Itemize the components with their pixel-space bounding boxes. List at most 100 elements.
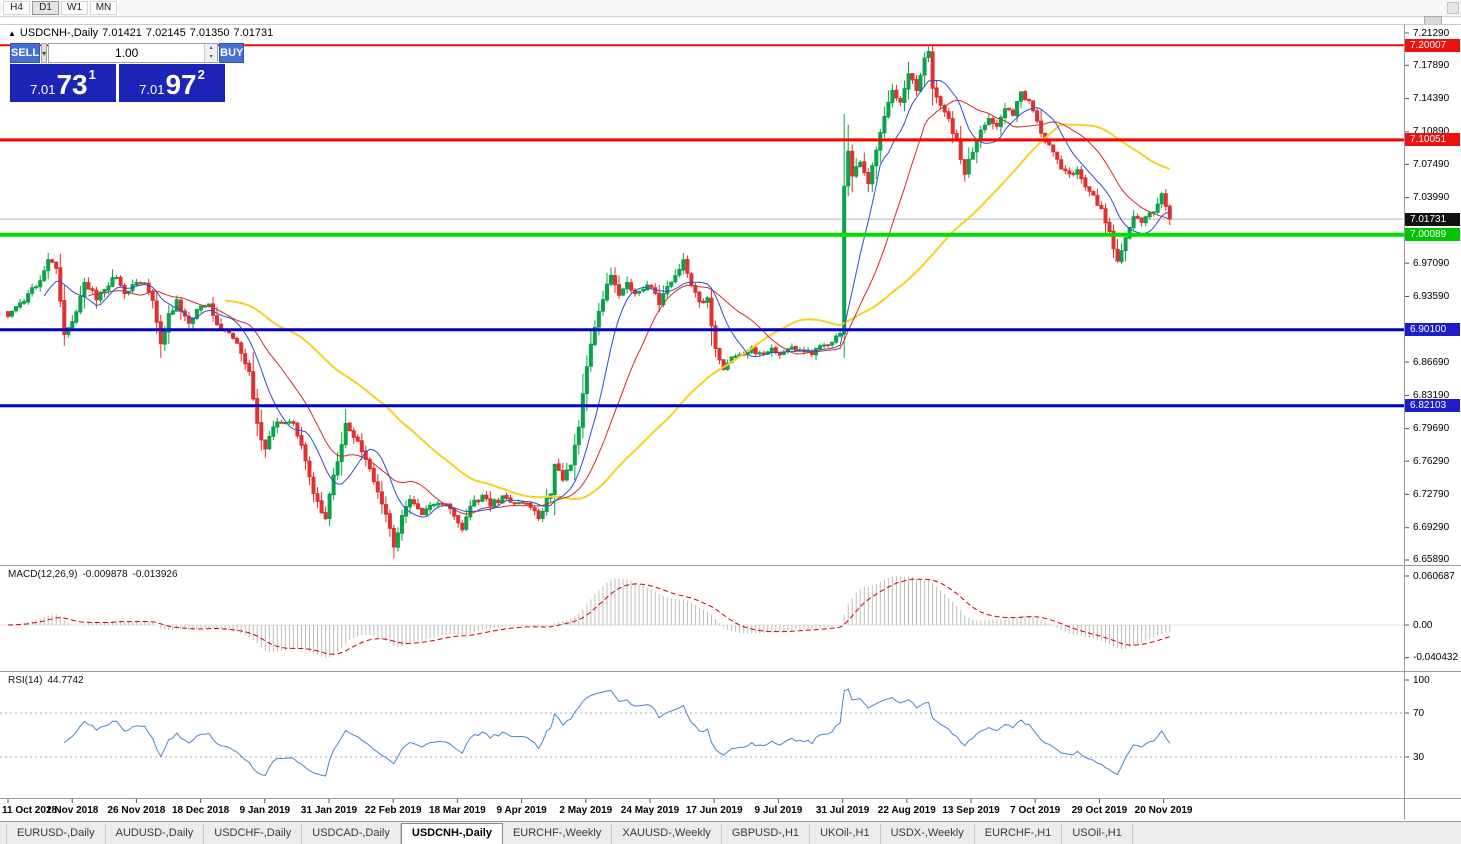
date-label: 24 May 2019 (620, 805, 680, 816)
price-badge-7.10051: 7.10051 (1405, 133, 1460, 147)
price-tick-label: 6.72790 (1413, 488, 1450, 500)
price-tick-label: 6.79690 (1413, 423, 1450, 435)
price-badge-7.20007: 7.20007 (1405, 38, 1460, 52)
chart-tab-usoil-h1[interactable]: USOil-,H1 (1062, 824, 1133, 844)
ohlc-open: 7.01421 (102, 27, 142, 39)
chart-tab-gbpusd-h1[interactable]: GBPUSD-,H1 (722, 824, 811, 844)
rsi-value: 44.7742 (47, 675, 84, 686)
rsi-label: RSI(14) 44.7742 (8, 675, 89, 686)
chevron-down-icon: ▾ (42, 48, 47, 58)
chart-tab-usdcnh-daily[interactable]: USDCNH-,Daily (400, 823, 503, 844)
moving-average-55 (225, 123, 1171, 501)
chart-tab-eurchf-weekly[interactable]: EURCHF-,Weekly (503, 824, 613, 844)
price-tick-label: 7.21290 (1413, 27, 1450, 39)
chart-tab-xauusd-weekly[interactable]: XAUUSD-,Weekly (612, 824, 722, 844)
date-label: 18 Mar 2019 (429, 805, 486, 816)
volume-field-wrap: ▴ ▾ (48, 43, 219, 63)
timeframe-toolbar: H4 D1 W1 MN (0, 0, 1461, 17)
price-axis[interactable]: 7.21290 7.17890 7.14390 7.10890 7.07490 7.039… (1404, 0, 1461, 844)
sell-price-big: 73 (56, 69, 88, 100)
price-tick-label: 7.14390 (1413, 93, 1450, 105)
price-tick-label: 7.10890 (1413, 126, 1450, 138)
moving-average-10 (43, 79, 1170, 518)
price-tick-label: 7.03990 (1413, 192, 1450, 204)
collapse-chart-icon[interactable]: ▲ (8, 29, 16, 38)
macd-histogram (11, 576, 1171, 659)
buy-price-sup: 2 (197, 67, 205, 82)
axis-corner-box (1447, 2, 1459, 14)
chart-tab-eurchf-h1[interactable]: EURCHF-,H1 (975, 824, 1063, 844)
volume-decrease-button[interactable]: ▾ (205, 53, 218, 62)
price-tick-label: 6.69290 (1413, 522, 1450, 534)
buy-button[interactable]: BUY (219, 43, 245, 63)
macd-label: MACD(12,26,9) -0.009878 -0.013926 (8, 569, 183, 580)
date-label: 2 May 2019 (559, 805, 613, 816)
order-type-dropdown[interactable]: ▾ (41, 43, 48, 63)
ohlc-low: 7.01350 (189, 27, 230, 39)
chart-tab-eurusd-daily[interactable]: EURUSD-,Daily (6, 824, 106, 844)
price-badge-6.82103: 6.82103 (1405, 399, 1460, 413)
date-label: 18 Dec 2018 (171, 805, 230, 816)
date-label: 20 Nov 2019 (1134, 805, 1193, 816)
date-label: 9 Jul 2019 (754, 805, 803, 816)
sell-price-sup: 1 (88, 67, 96, 82)
buy-price-button[interactable]: 7.01 97 2 (119, 64, 225, 102)
volume-increase-button[interactable]: ▴ (205, 44, 218, 53)
date-label: 11 Oct 2018 (2, 805, 58, 816)
rsi-axis-label: 70 (1413, 707, 1425, 719)
date-label: 9 Jan 2019 (239, 805, 291, 816)
macd-axis-label: 0.060687 (1413, 570, 1455, 582)
date-label: 26 Nov 2018 (107, 805, 166, 816)
price-tick-label: 6.97090 (1413, 257, 1450, 269)
price-tick-label: 7.17890 (1413, 59, 1450, 71)
price-tick-label: 6.65890 (1413, 554, 1450, 566)
sell-button[interactable]: SELL (10, 43, 41, 63)
macd-axis-label: -0.040432 (1413, 652, 1459, 664)
chart-tab-usdx-weekly[interactable]: USDX-,Weekly (881, 824, 975, 844)
date-label: 2 Nov 2018 (46, 805, 99, 816)
volume-spinner: ▴ ▾ (204, 44, 218, 62)
date-label: 7 Oct 2019 (1010, 805, 1061, 816)
buy-price-big: 97 (165, 69, 197, 100)
chart-tab-usdcad-daily[interactable]: USDCAD-,Daily (302, 824, 401, 844)
date-label: 31 Jan 2019 (300, 805, 358, 816)
ohlc-close: 7.01731 (233, 27, 274, 39)
rsi-name: RSI(14) (8, 675, 43, 686)
price-tick-label: 6.83190 (1413, 389, 1450, 401)
chart-symbol-label: USDCNH-,Daily (19, 27, 99, 39)
macd-name: MACD(12,26,9) (8, 569, 78, 580)
chart-title: ▲ USDCNH-,Daily 7.01421 7.02145 7.01350 7.017… (8, 27, 277, 39)
rsi-line (63, 688, 1171, 777)
price-badge-7.00089: 7.00089 (1405, 228, 1460, 242)
sell-price-button[interactable]: 7.01 73 1 (10, 64, 116, 102)
date-label: 29 Oct 2019 (1071, 805, 1128, 816)
timeframe-h4-button[interactable]: H4 (3, 1, 30, 15)
moving-average-21 (88, 99, 1170, 515)
price-badge-6.90100: 6.90100 (1405, 323, 1460, 337)
buy-price-prefix: 7.01 (139, 82, 165, 97)
chart-tab-bar: EURUSD-,Daily AUDUSD-,Daily USDCHF-,Daily U… (0, 821, 1461, 844)
time-axis[interactable]: 11 Oct 2018 2 Nov 2018 26 Nov 2018 18 Dec 2… (0, 798, 1404, 820)
macd-signal-line (7, 578, 1170, 655)
macd-main-value: -0.009878 (82, 569, 128, 580)
price-tick-label: 7.07490 (1413, 158, 1450, 170)
sell-price-prefix: 7.01 (30, 82, 56, 97)
timeframe-mn-button[interactable]: MN (90, 1, 117, 15)
price-tick-label: 6.93590 (1413, 290, 1450, 302)
chart-tab-ukoil-h1[interactable]: UKOil-,H1 (810, 824, 881, 844)
rsi-axis-label: 100 (1413, 674, 1430, 686)
timeframe-w1-button[interactable]: W1 (61, 1, 88, 15)
date-label: 9 Apr 2019 (496, 805, 547, 816)
date-label: 31 Jul 2019 (815, 805, 870, 816)
chart-tab-usdchf-daily[interactable]: USDCHF-,Daily (204, 824, 303, 844)
chart-tab-audusd-daily[interactable]: AUDUSD-,Daily (106, 824, 205, 844)
rsi-axis-label: 30 (1413, 751, 1425, 763)
macd-axis-label: 0.00 (1413, 619, 1433, 631)
volume-input[interactable] (49, 44, 205, 62)
price-tick-label: 6.76290 (1413, 455, 1450, 467)
timeframe-d1-button[interactable]: D1 (32, 1, 59, 15)
date-label: 17 Jun 2019 (685, 805, 743, 816)
